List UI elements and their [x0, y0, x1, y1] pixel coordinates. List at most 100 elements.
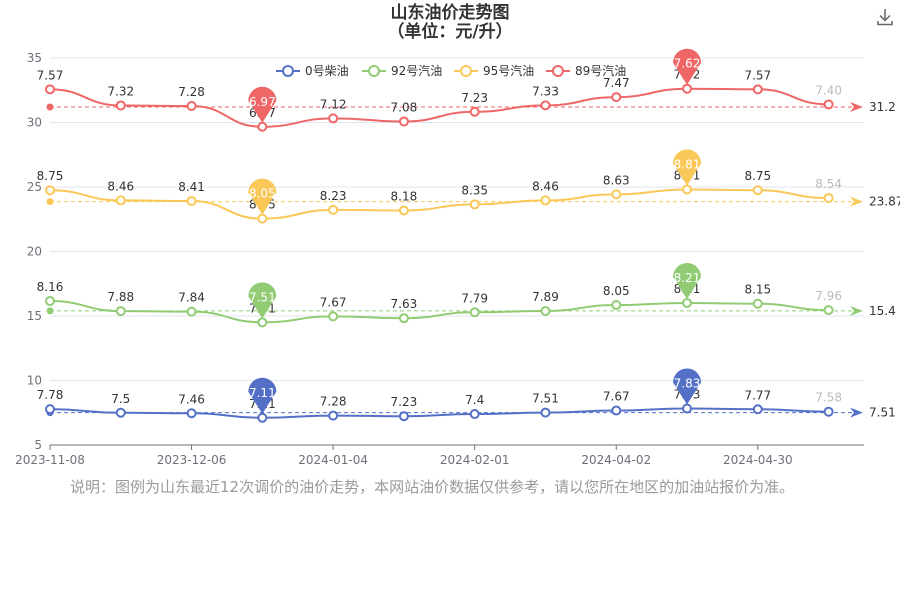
- data-point: [752, 185, 763, 196]
- y-tick-label: 30: [27, 116, 42, 130]
- data-point: [540, 305, 551, 316]
- data-point: [186, 100, 197, 111]
- data-label: 7.96: [815, 289, 842, 303]
- data-label: 7.67: [603, 390, 630, 404]
- data-point: [752, 84, 763, 95]
- series-line: [49, 300, 829, 324]
- min-marker: 7.11: [248, 377, 277, 414]
- data-point: [469, 106, 480, 117]
- data-label: 7.67: [320, 295, 347, 309]
- data-point: [540, 195, 551, 206]
- data-label: 8.35: [461, 183, 488, 197]
- data-point: [115, 195, 126, 206]
- max-marker-label: 7.62: [674, 57, 701, 71]
- data-label: 8.05: [603, 284, 630, 298]
- series-line: [49, 87, 829, 128]
- data-point: [257, 412, 268, 423]
- data-point: [257, 317, 268, 328]
- data-label: 7.84: [178, 291, 205, 305]
- legend-label: 89号汽油: [575, 63, 626, 78]
- data-point: [611, 189, 622, 200]
- max-marker-pin: [673, 368, 702, 405]
- legend-item: 92号汽油: [362, 63, 442, 78]
- data-point: [823, 406, 834, 417]
- download-icon[interactable]: [874, 6, 896, 28]
- legend-label: 95号汽油: [483, 63, 534, 78]
- data-label: 8.18: [391, 189, 418, 203]
- min-marker: 8.05: [248, 178, 277, 215]
- data-point: [469, 199, 480, 210]
- min-marker-label: 7.51: [249, 290, 276, 304]
- data-point: [752, 404, 763, 415]
- data-label: 7.33: [532, 84, 559, 98]
- data-point: [115, 306, 126, 317]
- legend: 0号柴油 92号汽油 95号汽油 89号汽油: [276, 63, 626, 78]
- data-point: [611, 300, 622, 311]
- data-point: [682, 184, 693, 195]
- x-tick-label: 2024-02-01: [440, 453, 510, 467]
- data-point: [328, 113, 339, 124]
- data-point: [186, 196, 197, 207]
- x-tick-label: 2023-11-08: [15, 453, 85, 467]
- data-point: [469, 409, 480, 420]
- max-marker: 7.62: [673, 48, 702, 85]
- data-label: 7.4: [465, 393, 484, 407]
- legend-item: 0号柴油: [276, 64, 349, 78]
- data-label: 7.28: [320, 395, 347, 409]
- x-tick-label: 2024-04-02: [581, 453, 651, 467]
- y-tick-label: 5: [34, 438, 42, 452]
- data-point: [186, 408, 197, 419]
- data-label: 8.46: [532, 179, 559, 193]
- max-marker-label: 8.81: [674, 157, 701, 171]
- min-marker: 7.51: [248, 282, 277, 319]
- data-point: [398, 205, 409, 216]
- data-label: 7.57: [37, 68, 64, 82]
- data-point: [45, 84, 55, 95]
- legend-label: 0号柴油: [305, 64, 349, 78]
- x-tick-label: 2024-04-30: [723, 453, 793, 467]
- chart-title-line1: 山东油价走势图: [390, 3, 510, 23]
- data-point: [682, 83, 693, 94]
- series-2: 23.87 8.75 8.46 8.41 8.05 8.23 8.18 8.35 8.46 8.6…: [37, 149, 900, 224]
- y-tick-label: 20: [27, 245, 42, 259]
- max-marker: 7.83: [673, 368, 702, 405]
- legend-item: 89号汽油: [546, 63, 626, 78]
- average-label: 31.2: [869, 100, 896, 114]
- data-label: 8.15: [744, 283, 771, 297]
- legend-item: 95号汽油: [454, 63, 534, 78]
- x-tick-label: 2024-01-04: [298, 453, 368, 467]
- min-marker-pin: [248, 282, 277, 319]
- data-label: 7.63: [391, 297, 418, 311]
- data-point: [257, 213, 268, 224]
- data-label: 7.79: [461, 291, 488, 305]
- data-point: [398, 411, 409, 422]
- legend-marker: [552, 65, 564, 77]
- data-label: 8.23: [320, 189, 347, 203]
- data-label: 8.16: [37, 280, 64, 294]
- max-marker-label: 8.21: [674, 271, 701, 285]
- legend-marker: [460, 65, 472, 77]
- y-tick-label: 25: [27, 180, 42, 194]
- average-label: 15.4: [869, 304, 896, 318]
- data-label: 7.12: [320, 97, 347, 111]
- data-label: 8.75: [744, 169, 771, 183]
- max-marker-pin: [673, 48, 702, 85]
- y-tick-label: 35: [27, 51, 42, 65]
- series-0: 7.51 7.78 7.5 7.46 7.11 7.28 7.23 7.4 7.51 7.67 7.…: [37, 368, 896, 423]
- max-marker-pin: [673, 149, 702, 186]
- data-point: [823, 193, 834, 204]
- series-3: 31.2 7.57 7.32 7.28 6.97 7.12 7.08 7.23 7.33 7.47…: [37, 48, 896, 132]
- data-label: 7.88: [107, 290, 134, 304]
- average-start-dot: [46, 307, 54, 315]
- min-marker-label: 6.97: [249, 95, 276, 109]
- data-point: [115, 100, 126, 111]
- data-point: [186, 306, 197, 317]
- data-label: 7.46: [178, 392, 205, 406]
- series-line: [49, 407, 829, 419]
- data-label: 7.08: [391, 100, 418, 114]
- max-marker: 8.81: [673, 149, 702, 186]
- chart-note: 说明：图例为山东最近12次调价的油价走势，本网站油价数据仅供参考，请以您所在地区…: [70, 478, 795, 496]
- data-label: 7.78: [37, 388, 64, 402]
- max-marker-pin: [673, 262, 702, 299]
- average-start-dot: [46, 103, 54, 111]
